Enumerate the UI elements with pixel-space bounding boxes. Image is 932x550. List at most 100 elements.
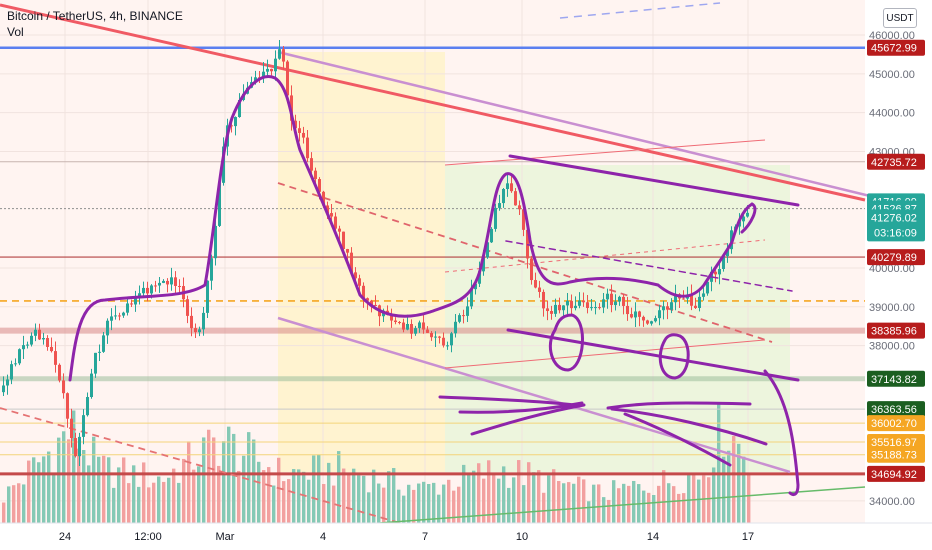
candle-body [14, 363, 17, 365]
candle-body [170, 277, 173, 285]
candle-body [638, 311, 641, 317]
hand-drawings [68, 75, 800, 497]
volume-bar [52, 473, 56, 523]
candle-body [186, 299, 189, 316]
candle-body [722, 256, 725, 269]
candle-body [502, 189, 505, 204]
price-label: 38385.96 [871, 326, 917, 338]
candle-body [114, 315, 117, 317]
volume-bar [137, 486, 141, 523]
volume-bar [2, 502, 6, 523]
volume-bar [217, 465, 221, 523]
candle-body [306, 137, 309, 159]
volume-indicator-label[interactable]: Vol [7, 25, 24, 39]
volume-bar [62, 431, 66, 523]
volume-bar [162, 481, 166, 523]
volume-bar [147, 487, 151, 523]
volume-bar [722, 456, 726, 523]
price-label: 34694.92 [871, 469, 917, 481]
x-tick-label: 14 [647, 531, 659, 543]
candle-body [66, 393, 69, 419]
candle-body [174, 277, 177, 286]
lower-dashed-line [0, 407, 401, 524]
candle-body [38, 329, 41, 340]
volume-bar [422, 481, 426, 523]
volume-bar [632, 480, 636, 523]
candle-body [70, 418, 73, 439]
volume-bar [712, 467, 716, 523]
candle-body [650, 321, 653, 324]
volume-bar [42, 456, 46, 523]
candle-body [394, 320, 397, 323]
volume-bar [372, 469, 376, 523]
volume-bar [592, 484, 596, 523]
volume-bar [127, 483, 131, 523]
candle-body [418, 322, 421, 329]
volume-bar [517, 460, 521, 523]
currency-button[interactable]: USDT [883, 8, 917, 28]
x-tick-label: 24 [59, 531, 71, 543]
price-label: 41276.02 [871, 212, 917, 224]
candle-body [194, 328, 197, 333]
volume-bar [497, 478, 501, 523]
candle-body [634, 311, 637, 318]
candle-body [86, 397, 89, 416]
candle-body [138, 293, 141, 298]
volume-bar [622, 483, 626, 523]
volume-bar [12, 485, 16, 523]
candle-body [22, 345, 25, 350]
volume-bar [32, 457, 36, 523]
candle-body [602, 299, 605, 308]
candle-body [618, 296, 621, 302]
volume-bar [707, 477, 711, 523]
price-label-box [867, 401, 925, 418]
candle-body [302, 132, 305, 138]
candle-body [694, 305, 697, 308]
candle-body [318, 179, 321, 192]
candle-body [370, 300, 373, 305]
price-label: 42735.72 [871, 157, 917, 169]
price-label: 35188.73 [871, 450, 917, 462]
volume-bar [152, 482, 156, 523]
candle-body [430, 332, 433, 338]
candle-body [406, 323, 409, 330]
volume-bar [7, 486, 11, 523]
channel-lower-line [277, 316, 791, 474]
candle-body [198, 329, 201, 333]
volume-bar [17, 483, 21, 523]
volume-bar [607, 499, 611, 523]
y-tick-label: 45000.00 [869, 69, 915, 81]
volume-bar [387, 471, 391, 523]
candle-body [342, 231, 345, 250]
volume-bar [292, 469, 296, 523]
candle-body [562, 305, 565, 311]
candle-body [270, 68, 273, 72]
volume-bar [487, 460, 491, 523]
volume-bar [647, 492, 651, 523]
volume-bar [87, 465, 91, 523]
candle-body [566, 300, 569, 306]
candle-body [698, 296, 701, 308]
candle-body [610, 293, 613, 306]
candle-body [598, 307, 601, 309]
candle-body [62, 380, 65, 394]
candle-body [46, 338, 49, 347]
candle-body [534, 280, 537, 288]
volume-bar [687, 475, 691, 523]
volume-bar [472, 470, 476, 523]
volume-bar [682, 493, 686, 523]
candle-body [166, 280, 169, 285]
candle-body [122, 312, 125, 316]
volume-bar [477, 463, 481, 523]
candle-body [326, 205, 329, 214]
candle-body [78, 436, 81, 457]
candle-body [358, 278, 361, 286]
candle-body [254, 77, 257, 83]
candle-body [590, 307, 593, 309]
candle-body [594, 307, 597, 309]
volume-bar [322, 484, 326, 523]
volume-bar [672, 486, 676, 523]
candle-body [286, 61, 289, 96]
x-tick-label: 4 [320, 531, 326, 543]
